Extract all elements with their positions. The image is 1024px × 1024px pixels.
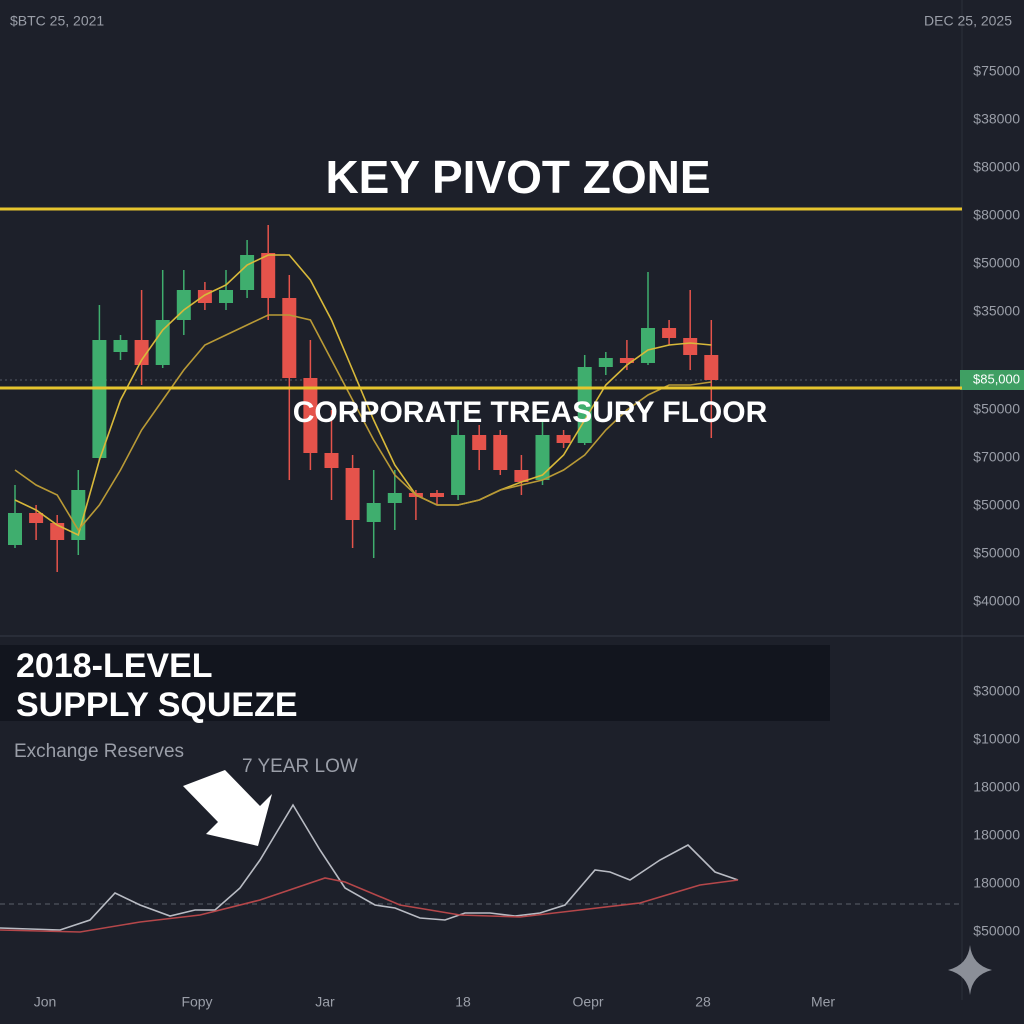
y-axis-label: $50000 xyxy=(973,401,1020,417)
end-label: DEC 25, 2025 xyxy=(924,13,1012,29)
candle-body xyxy=(556,435,571,443)
candle-body xyxy=(240,255,255,290)
x-axis-label: 28 xyxy=(695,994,711,1010)
y-axis-label: $10000 xyxy=(973,731,1020,747)
reserve-line xyxy=(0,803,739,931)
x-axis-label: Oepr xyxy=(572,994,603,1010)
x-axis-label: 18 xyxy=(455,994,471,1010)
panel-title: 2018-LEVEL xyxy=(16,647,213,685)
candle-body xyxy=(704,355,719,380)
y-axis-label: $38000 xyxy=(973,111,1020,127)
moving-average xyxy=(14,314,712,532)
sparkle-icon xyxy=(948,945,992,995)
y-axis-label: $50000 xyxy=(973,497,1020,513)
y-axis-label: $80000 xyxy=(973,159,1020,175)
candle-body xyxy=(514,470,529,482)
candle-body xyxy=(662,328,677,338)
y-axis-label: $70000 xyxy=(973,449,1020,465)
current-price-box xyxy=(960,370,1024,390)
panel-title: SUPPLY SQUEZE xyxy=(16,686,298,724)
level-label: CORPORATE TREASURY FLOOR xyxy=(293,396,768,429)
x-axis-label: Mer xyxy=(811,994,835,1010)
start-label: $BTC 25, 2021 xyxy=(10,13,104,29)
y-axis-label: $40000 xyxy=(973,593,1020,609)
x-axis-label: Jar xyxy=(315,994,335,1010)
candle-body xyxy=(282,298,297,378)
y-axis-label: $80000 xyxy=(973,207,1020,223)
title-box xyxy=(0,645,830,721)
current-price-label: $85,000 xyxy=(973,371,1020,386)
annotation: 7 YEAR LOW xyxy=(242,756,358,777)
y-axis-label: 180000 xyxy=(973,827,1020,843)
candle-body xyxy=(71,490,86,540)
candle-body xyxy=(366,503,381,522)
candle-body xyxy=(493,435,508,470)
candle-body xyxy=(598,358,613,367)
candle-body xyxy=(387,493,402,503)
y-axis-label: $35000 xyxy=(973,303,1020,319)
y-axis-label: $50000 xyxy=(973,255,1020,271)
candle-body xyxy=(219,290,233,303)
arrow xyxy=(183,770,272,846)
level-label: KEY PIVOT ZONE xyxy=(325,151,710,203)
candle-body xyxy=(113,340,128,352)
candle-body xyxy=(683,338,698,355)
y-axis-label: $75000 xyxy=(973,63,1020,79)
y-axis-label: $50000 xyxy=(973,545,1020,561)
candle-body xyxy=(535,435,550,480)
candle-body xyxy=(472,435,487,450)
candle-body xyxy=(8,513,22,545)
x-axis-label: Fopy xyxy=(181,994,212,1010)
x-axis-label: Jon xyxy=(34,994,57,1010)
candle-body xyxy=(303,378,318,453)
candle-body xyxy=(155,320,170,365)
candle-body xyxy=(641,328,655,363)
candle-body xyxy=(451,435,466,495)
y-axis-label: 180000 xyxy=(973,875,1020,891)
candle-body xyxy=(577,367,592,443)
candle-body xyxy=(92,340,107,458)
reserve-line xyxy=(0,877,739,933)
candle-body xyxy=(324,453,339,468)
candle-body xyxy=(430,493,444,497)
candle-body xyxy=(134,340,149,365)
candle-body xyxy=(261,253,276,298)
panel-subtitle: Exchange Reserves xyxy=(14,741,184,762)
candle-body xyxy=(345,468,360,520)
candle-body xyxy=(619,358,634,363)
y-axis-label: 180000 xyxy=(973,779,1020,795)
y-axis-label: $50000 xyxy=(973,923,1020,939)
y-axis-label: $30000 xyxy=(973,683,1020,699)
candle-body xyxy=(29,513,44,523)
moving-average xyxy=(14,254,712,537)
